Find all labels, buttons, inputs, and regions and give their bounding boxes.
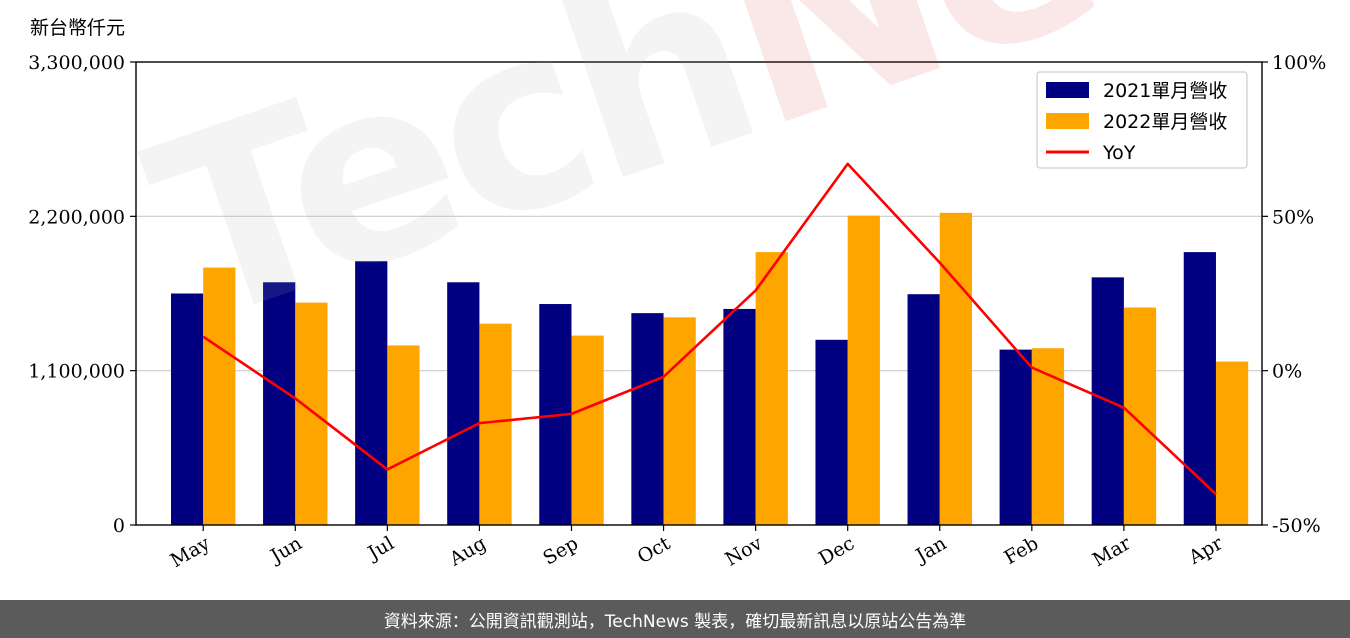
bar-2022-sep [571,335,604,525]
left-tick-label: 2,200,000 [28,206,125,228]
x-tick-label-nov: Nov [722,532,767,571]
bar-2021-jan [907,294,940,525]
x-tick-label-aug: Aug [445,532,490,571]
x-tick-label-sep: Sep [539,532,582,569]
yoy-line [202,162,1217,496]
x-tick-label-jun: Jun [265,532,306,568]
bar-2022-oct [663,317,696,525]
legend-swatch-0 [1046,82,1089,98]
revenue-chart: 0 1,100,000 2,200,000 3,300,000 -50% 0% 50% 100… [28,17,1326,572]
bar-2022-nov [755,252,788,526]
bar-2022-aug [479,323,512,525]
right-tick-label: 0% [1272,361,1302,383]
bar-2021-dec [815,339,848,525]
left-tick-label: 1,100,000 [28,361,125,383]
right-tick-label: 100% [1272,52,1326,74]
plot-frame [135,61,1263,526]
bar-2022-apr [1215,361,1249,525]
right-tick-label: 50% [1272,206,1314,228]
bar-2022-mar [1123,307,1157,525]
footer-source-text: 資料來源：公開資訊觀測站，TechNews 製表，確切最新訊息以原站公告為準 [383,611,967,632]
bar-2022-may [203,267,236,525]
bar-2022-jun [295,302,328,525]
x-tick-label-dec: Dec [815,532,858,570]
x-tick-label-may: May [167,532,214,572]
legend-swatch-1 [1046,113,1089,129]
legend-label-2: YoY [1102,142,1136,164]
bar-2022-feb [1031,348,1065,525]
x-tick-label-jan: Jan [911,532,951,568]
x-tick-label-jul: Jul [363,532,398,565]
bar-2021-apr [1183,252,1216,526]
bar-2021-jul [355,261,388,525]
bar-2021-feb [999,349,1032,525]
x-tick-label-feb: Feb [1001,532,1043,569]
left-tick-label: 3,300,000 [28,52,125,74]
bar-2022-jul [387,345,420,525]
unit-label: 新台幣仟元 [30,17,125,39]
bar-2022-jan [939,212,972,526]
bar-2022-dec [847,215,880,525]
x-tick-label-apr: Apr [1184,532,1227,569]
chart-container: TechNews 01,100,0002,200,0003,300,000-50… [28,0,1350,572]
legend-label-0: 2021單月營收 [1103,80,1227,102]
legend-box [1036,71,1248,169]
bar-2021-aug [447,282,480,525]
legend-label-1: 2022單月營收 [1103,111,1227,133]
x-tick-label-mar: Mar [1089,532,1135,571]
x-tick-label-oct: Oct [634,532,675,568]
footer-bar: 資料來源：公開資訊觀測站，TechNews 製表，確切最新訊息以原站公告為準 [0,600,1350,638]
bar-2021-nov [723,308,756,525]
bar-2021-may [170,293,204,525]
bar-2021-jun [263,282,296,525]
left-tick-label: 0 [113,515,125,537]
right-tick-label: -50% [1272,515,1321,537]
bar-2021-oct [631,313,664,525]
